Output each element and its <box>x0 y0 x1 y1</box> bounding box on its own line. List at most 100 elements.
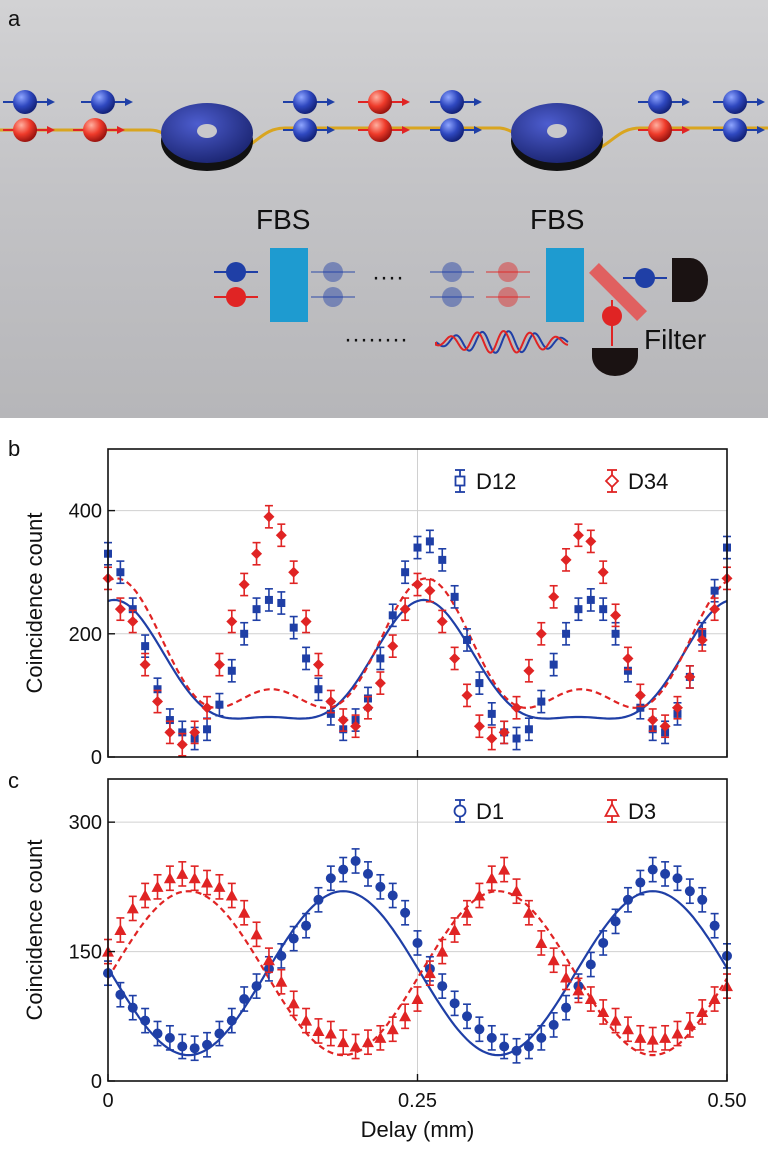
data-point-D3 <box>399 1010 412 1022</box>
data-point-D1 <box>189 1043 200 1054</box>
data-point-D12 <box>388 611 397 620</box>
data-point-D3 <box>621 1023 634 1035</box>
photon-red <box>498 262 518 282</box>
photon-arrowhead <box>682 98 690 106</box>
data-point-D12 <box>277 599 286 607</box>
data-point-D3 <box>213 880 226 892</box>
data-point-D1 <box>140 1015 151 1026</box>
data-point-D3 <box>114 924 127 935</box>
data-point-D3 <box>597 1005 610 1017</box>
data-point-D34 <box>622 652 634 664</box>
data-point-D1 <box>338 864 349 875</box>
data-point-D12 <box>165 716 174 725</box>
data-point-D1 <box>449 998 460 1009</box>
photon-blue <box>440 90 464 114</box>
data-point-D1 <box>325 873 336 884</box>
data-point-D12 <box>710 586 719 595</box>
legend-label-D34: D34 <box>628 469 668 494</box>
filter-plate <box>589 263 647 321</box>
data-point-D34 <box>709 603 721 615</box>
data-point-D34 <box>189 726 201 738</box>
data-point-D3 <box>510 885 523 897</box>
data-point-D12 <box>549 660 558 669</box>
panel-label-a: a <box>8 6 21 31</box>
data-point-D34 <box>312 659 324 671</box>
photon-arrowhead <box>757 98 765 106</box>
data-point-D1 <box>437 981 448 992</box>
photon-blue <box>323 287 343 307</box>
data-point-D34 <box>300 615 312 627</box>
photon-blue <box>442 287 462 307</box>
photon-red <box>498 287 518 307</box>
data-point-D34 <box>238 579 250 591</box>
data-point-D3 <box>275 975 288 987</box>
data-point-D34 <box>152 696 164 708</box>
photon-arrowhead <box>682 126 690 134</box>
data-point-D3 <box>473 889 486 901</box>
data-point-D34 <box>486 733 498 745</box>
data-point-D34 <box>176 739 188 751</box>
y-tick-label: 300 <box>69 812 102 834</box>
data-point-D34 <box>535 628 547 640</box>
data-point-D12 <box>611 629 620 638</box>
data-point-D3 <box>448 924 461 935</box>
data-point-D12 <box>203 725 212 734</box>
data-point-D12 <box>128 605 137 614</box>
data-point-D34 <box>498 726 510 738</box>
data-point-D34 <box>387 640 399 652</box>
y-tick-label: 200 <box>69 624 102 646</box>
photon-arrowhead <box>47 98 55 106</box>
data-point-D12 <box>574 605 583 614</box>
data-point-D34 <box>114 603 126 615</box>
data-point-D1 <box>115 989 126 1000</box>
data-point-D3 <box>485 872 498 884</box>
data-point-D3 <box>386 1023 399 1035</box>
data-point-D12 <box>623 666 632 675</box>
data-point-D1 <box>152 1028 163 1039</box>
panel-label-b: b <box>8 436 21 461</box>
photon-red <box>13 118 37 142</box>
data-point-D3 <box>535 936 548 948</box>
photon-red <box>368 118 392 142</box>
data-point-D1 <box>387 890 398 901</box>
data-point-D12 <box>314 685 323 694</box>
data-point-D12 <box>326 709 335 718</box>
data-point-D3 <box>337 1036 350 1048</box>
data-point-D34 <box>671 702 683 714</box>
data-point-D34 <box>412 579 423 591</box>
x-tick-label: 0.50 <box>708 1090 747 1112</box>
data-point-D3 <box>646 1033 659 1045</box>
data-point-D3 <box>250 928 263 940</box>
data-point-D12 <box>475 679 484 688</box>
data-point-D12 <box>264 595 273 604</box>
x-tick-label: 0 <box>102 1090 113 1112</box>
photon-arrowhead <box>117 126 125 134</box>
photon-arrowhead <box>47 126 55 134</box>
data-point-D3 <box>349 1040 362 1052</box>
legend-marker-D34 <box>604 473 620 489</box>
data-point-D34 <box>263 511 275 523</box>
photon-blue <box>226 262 246 282</box>
schematic-drawing <box>0 90 768 376</box>
fbs-label-2: FBS <box>530 204 585 235</box>
data-point-D3 <box>188 872 201 884</box>
data-point-D1 <box>585 959 596 970</box>
data-point-D12 <box>512 734 521 743</box>
detector-bottom <box>592 348 638 376</box>
data-point-D1 <box>400 907 411 918</box>
photon-blue <box>293 118 317 142</box>
data-point-D34 <box>275 529 287 541</box>
data-point-D1 <box>474 1024 485 1035</box>
data-point-D34 <box>436 615 448 627</box>
data-point-D3 <box>659 1031 672 1043</box>
fit-line-D12 <box>107 598 728 720</box>
data-point-D1 <box>672 873 683 884</box>
detector-right <box>672 258 708 302</box>
panel-label-c: c <box>8 768 19 793</box>
photon-red <box>648 118 672 142</box>
data-point-D12 <box>524 725 533 734</box>
data-point-D1 <box>536 1032 547 1043</box>
ring-resonator-2 <box>511 103 603 171</box>
data-point-D3 <box>708 993 721 1005</box>
photon-blue <box>723 90 747 114</box>
